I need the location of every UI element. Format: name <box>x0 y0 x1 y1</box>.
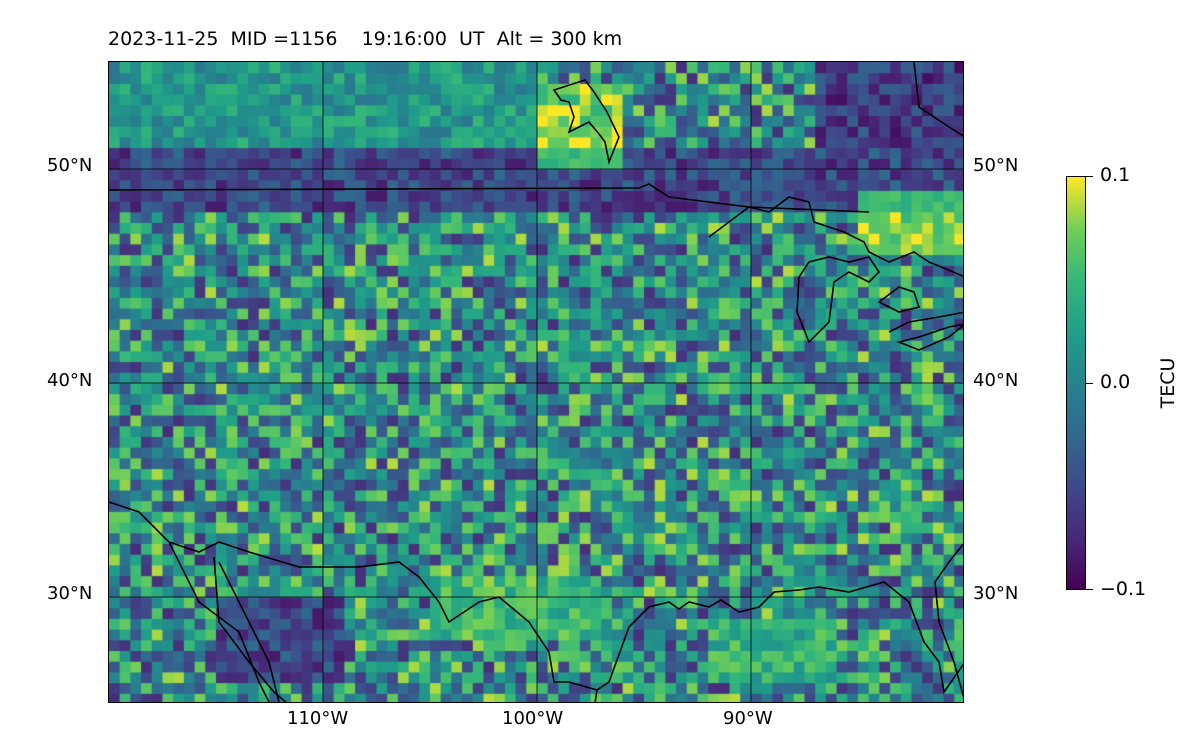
colorbar-tick <box>1086 589 1093 590</box>
y-tick-label-right: 40°N <box>973 370 1019 391</box>
us-canada-border <box>109 183 870 213</box>
colorbar <box>1066 176 1086 590</box>
y-tick-label-right: 30°N <box>973 583 1019 604</box>
y-tick-label-right: 50°N <box>973 155 1019 176</box>
colorbar-tick-label: 0.1 <box>1100 164 1131 186</box>
lake-huron <box>877 286 921 313</box>
lake-erie <box>896 323 963 351</box>
colorbar-label: TECU <box>1157 357 1179 409</box>
west-coast <box>934 543 963 698</box>
y-tick-label-left: 30°N <box>47 583 93 604</box>
x-tick-label: 110°W <box>287 708 349 729</box>
colorbar-tick-label: −0.1 <box>1100 578 1147 600</box>
great-lakes <box>708 196 963 278</box>
baja-peninsula <box>218 561 280 702</box>
colorbar-tick <box>1086 176 1093 177</box>
map-overlay <box>109 62 963 702</box>
ne-coast <box>913 62 963 137</box>
baja-coast <box>168 541 270 702</box>
graticule <box>109 62 963 702</box>
x-tick-label: 90°W <box>723 708 773 729</box>
mexico-border <box>109 501 598 691</box>
lake-michigan <box>796 256 881 344</box>
gulf-coast <box>594 581 963 702</box>
lake-erie-ontario <box>888 311 963 333</box>
colorbar-tick <box>1086 383 1093 384</box>
map-panel <box>108 61 964 703</box>
hudson-bay-coast <box>552 79 620 165</box>
mainland-coast <box>213 556 287 702</box>
y-tick-label-left: 50°N <box>47 155 93 176</box>
y-tick-label-left: 40°N <box>47 370 93 391</box>
x-tick-label: 100°W <box>502 708 564 729</box>
chart-title: 2023-11-25 MID =1156 19:16:00 UT Alt = 3… <box>108 28 623 50</box>
colorbar-tick-label: 0.0 <box>1100 371 1131 393</box>
coastlines <box>109 62 963 702</box>
